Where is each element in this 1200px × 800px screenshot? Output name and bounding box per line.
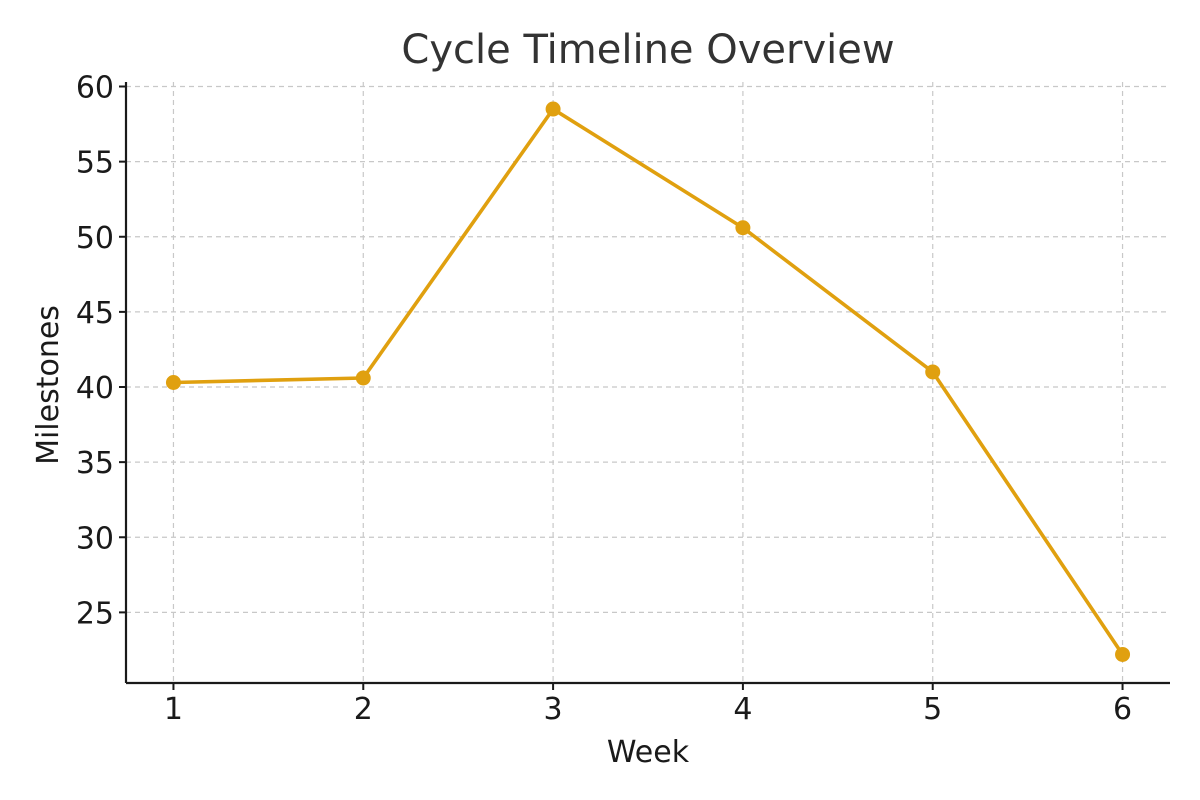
x-tick-label: 3 bbox=[544, 692, 563, 727]
x-tick-label: 6 bbox=[1113, 692, 1132, 727]
data-point bbox=[165, 375, 181, 390]
data-point bbox=[925, 364, 941, 380]
data-point bbox=[735, 220, 751, 236]
y-tick-label: 25 bbox=[76, 596, 114, 631]
data-point bbox=[1115, 646, 1131, 662]
x-axis-label: Week bbox=[607, 735, 690, 770]
series-line bbox=[171, 107, 1125, 657]
y-tick-label: 45 bbox=[76, 296, 114, 331]
chart-title: Cycle Timeline Overview bbox=[401, 27, 894, 73]
y-tick-label: 35 bbox=[76, 446, 114, 481]
y-axis-label: Milestones bbox=[31, 305, 66, 465]
data-point bbox=[355, 370, 371, 386]
axes bbox=[124, 82, 1170, 685]
data-point bbox=[545, 101, 561, 117]
y-tick-label: 30 bbox=[76, 521, 114, 556]
y-tick-label: 60 bbox=[76, 71, 114, 106]
x-tick-label: 5 bbox=[923, 692, 942, 727]
y-tick-label: 50 bbox=[76, 221, 114, 256]
x-tick-label: 1 bbox=[164, 692, 183, 727]
x-tick-label: 2 bbox=[354, 692, 373, 727]
grid bbox=[126, 82, 1170, 683]
x-tick-label: 4 bbox=[733, 692, 752, 727]
y-tick-label: 55 bbox=[76, 146, 114, 181]
y-tick-label: 40 bbox=[76, 371, 114, 406]
series bbox=[165, 101, 1131, 662]
